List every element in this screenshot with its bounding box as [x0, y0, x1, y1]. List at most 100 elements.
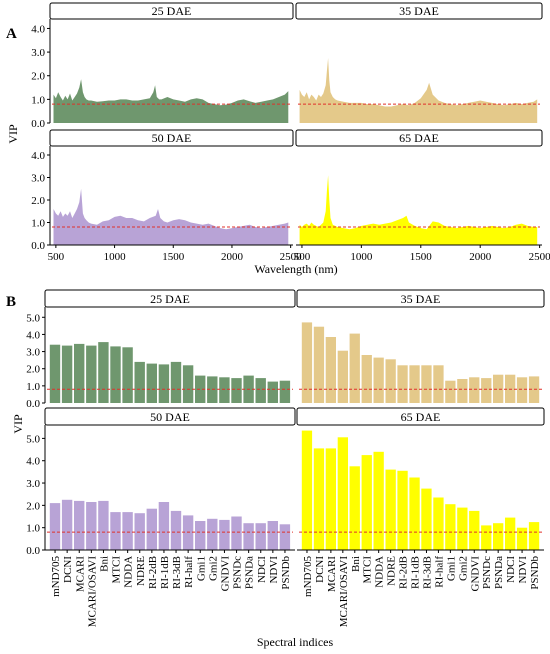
y-tick-label: 2.0	[26, 364, 40, 376]
bar-mtci	[361, 455, 372, 550]
spectral-index-vip-chart: 25 DAE 0.0 1.0 2.0 3.0 4.0 5.0 35 DAE 50 DAE 0.0 1…	[11, 289, 545, 649]
x-tick-label: GNDVI	[469, 556, 481, 592]
x-tick-label: mND705	[302, 556, 314, 597]
facet-strip	[296, 289, 545, 308]
bar-ndda	[373, 357, 384, 403]
y-tick-label: 2.0	[31, 71, 45, 83]
x-tick-label: MTCI	[111, 556, 123, 584]
y-tick-label: 1.0	[31, 94, 45, 106]
y-axis-title: VIP	[6, 124, 20, 144]
bar-ndda	[373, 451, 384, 550]
vip-area-series	[299, 175, 538, 245]
bar-gmi1	[445, 504, 456, 550]
bar-ri-3db	[421, 488, 432, 550]
bar-psnda	[493, 374, 504, 403]
bar-mnd705	[49, 344, 61, 403]
facet-strip	[44, 407, 296, 426]
x-tick-label: NDRE	[135, 556, 147, 586]
x-tick-label: RI-1dB	[159, 556, 171, 589]
x-tick-label: 1000	[104, 251, 127, 263]
x-tick-label: 2500	[280, 251, 303, 263]
bar-ndvi	[267, 521, 278, 550]
bar-ndci	[255, 523, 266, 550]
bar-ndre	[385, 469, 396, 550]
x-tick-label: NDDA	[374, 556, 386, 588]
bar-mcari	[74, 500, 85, 550]
facet-title: 35 DAE	[401, 292, 441, 306]
y-tick-label: 0.0	[26, 398, 40, 410]
x-tick-label: 500	[294, 251, 311, 263]
bar-gndvi	[219, 377, 230, 403]
bar-ri-2db	[146, 363, 157, 403]
bar-ndda	[122, 347, 133, 403]
x-tick-label: RI-2dB	[398, 556, 410, 589]
y-tick-label: 1.0	[26, 523, 40, 535]
bar-gndvi	[469, 377, 480, 403]
x-tick-label: PSNDc	[232, 556, 244, 589]
bar-bni	[98, 342, 109, 403]
y-tick-label: 3.0	[31, 173, 45, 185]
x-tick-label: MTCI	[362, 556, 374, 584]
x-tick-label: RI-half	[183, 556, 195, 588]
bar-psndc	[481, 525, 492, 550]
facet-title: 65 DAE	[399, 131, 439, 145]
bar-ri-1db	[158, 364, 170, 403]
bar-mcari-osavi	[86, 345, 97, 403]
bar-mnd705	[301, 322, 313, 403]
bar-psndc	[481, 378, 492, 403]
bar-psnda	[493, 523, 504, 550]
x-tick-label: Gmi1	[195, 556, 207, 581]
facet-strip	[49, 2, 294, 20]
bar-ndvi	[267, 381, 278, 403]
y-tick-label: 3.0	[26, 347, 40, 359]
x-tick-label: 1500	[410, 251, 433, 263]
bar-ndci	[505, 517, 516, 550]
x-tick-label: Bni	[350, 556, 362, 572]
vip-area-series	[53, 79, 289, 123]
x-tick-label: PSNDc	[481, 556, 493, 589]
x-tick-label: MCARI	[326, 556, 338, 592]
x-tick-label: 2500	[529, 251, 550, 263]
bar-dcni	[61, 345, 73, 403]
bar-ndvi	[516, 377, 528, 403]
bar-mcari-osavi	[337, 350, 348, 403]
panel-b-label: B	[6, 294, 16, 310]
bar-ri-1db	[158, 502, 170, 550]
bar-dcni	[313, 448, 325, 550]
bar-gmi2	[457, 379, 468, 403]
bar-ri-2db	[397, 365, 408, 403]
y-tick-label: 1.0	[26, 381, 40, 393]
bar-ri-1db	[409, 477, 420, 550]
bar-ri-2db	[146, 508, 157, 550]
facet-b-25-dae: 25 DAE 0.0 1.0 2.0 3.0 4.0 5.0	[26, 289, 296, 410]
bar-ndvi	[516, 527, 528, 550]
bar-ndre	[134, 361, 145, 403]
x-tick-label: GNDVI	[219, 556, 231, 592]
x-tick-label: Gmi2	[457, 556, 469, 581]
x-tick-label: 1500	[162, 251, 185, 263]
bar-mcari-osavi	[86, 502, 97, 550]
bar-bni	[349, 466, 360, 550]
bar-ri-3db	[170, 361, 182, 403]
bar-psndb	[528, 522, 540, 550]
bar-gmi2	[457, 507, 468, 550]
bar-ri-3db	[170, 510, 182, 550]
y-tick-label: 0.0	[31, 118, 45, 130]
bar-mcari	[325, 337, 336, 403]
bar-dcni	[313, 326, 325, 403]
facet-strip	[49, 129, 294, 147]
y-tick-label: 4.0	[31, 150, 45, 162]
bar-mtci	[110, 346, 121, 403]
bar-dcni	[61, 499, 73, 550]
bar-mtci	[361, 355, 372, 403]
facet-a-65-dae: 65 DAE 500 1000 1500 2000 2500	[294, 129, 550, 263]
bar-mcari	[325, 448, 336, 550]
x-axis-title: Wavelength (nm)	[254, 262, 337, 276]
y-tick-label: 2.0	[31, 195, 45, 207]
x-tick-label: PSNDa	[493, 556, 505, 589]
facet-title: 25 DAE	[152, 4, 192, 18]
x-axis-title: Spectral indices	[257, 635, 334, 649]
bar-ndda	[122, 512, 133, 550]
